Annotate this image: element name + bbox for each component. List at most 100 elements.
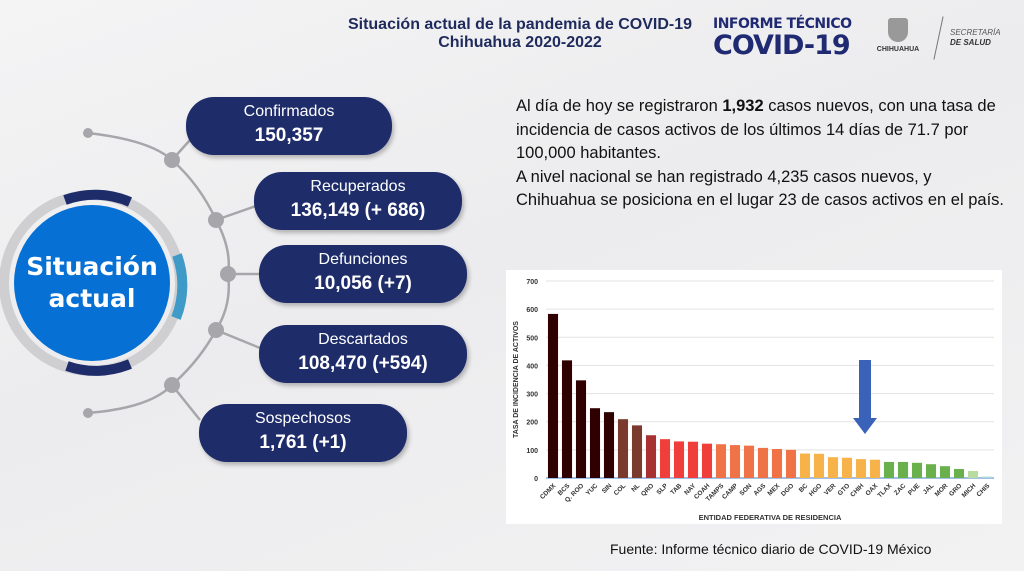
secretaria-line-1: SECRETARÍA (950, 28, 1001, 37)
bar-gro (953, 468, 965, 478)
bar-ags (757, 447, 769, 478)
stat-recuperados: Recuperados 136,149 (+ 686) (254, 172, 462, 230)
x-tick-label: MOR (934, 482, 950, 498)
report-title: Situación actual de la pandemia de COVID… (330, 16, 710, 52)
bar-yuc (589, 408, 601, 478)
x-tick-label: QRO (640, 482, 655, 497)
summary-line-1: Al día de hoy se registraron 1,932 casos… (516, 95, 1006, 166)
bar-tlax (883, 461, 895, 478)
title-line-2: Chihuahua 2020-2022 (438, 34, 602, 51)
bar-sin (603, 412, 615, 478)
stat-defunciones: Defunciones 10,056 (+7) (259, 245, 467, 303)
new-cases-count: 1,932 (722, 97, 764, 115)
secretaria-line-2: DE SALUD (950, 38, 991, 47)
x-tick-label: NL (630, 482, 641, 493)
y-tick-label: 100 (526, 448, 538, 455)
center-line-2: actual (48, 284, 136, 313)
y-tick-label: 300 (526, 392, 538, 399)
informe-logo: INFORME TÉCNICO COVID-19 (713, 16, 852, 60)
bar-pue (911, 462, 923, 478)
x-tick-label: MEX (766, 482, 781, 497)
stat-label: Confirmados (243, 103, 335, 120)
y-tick-label: 700 (526, 279, 538, 286)
x-tick-label: TAB (669, 482, 683, 496)
y-tick-label: 400 (526, 363, 538, 370)
title-line-1: Situación actual de la pandemia de COVID… (347, 16, 693, 33)
stat-value: 108,470 (+594) (298, 353, 428, 374)
bar-hgo (813, 453, 825, 478)
x-tick-label: YUC (585, 482, 600, 497)
x-tick-label: GTO (837, 482, 852, 497)
bar-mich (967, 470, 979, 478)
x-axis-label: ENTIDAD FEDERATIVA DE RESIDENCIA (699, 513, 842, 522)
bar-gto (841, 457, 853, 478)
stat-sospechosos: Sospechosos 1,761 (+1) (199, 404, 407, 462)
bar-qro (645, 435, 657, 478)
bar-cdmx (547, 313, 559, 478)
bar-qroo (575, 380, 587, 478)
x-tick-label: HGO (808, 482, 823, 497)
bar-slp (659, 439, 671, 478)
chihuahua-logo: CHIHUAHUA (868, 18, 928, 53)
stat-label: Defunciones (318, 251, 408, 268)
x-tick-label: TLAX (876, 482, 893, 499)
x-tick-label: CAMP (721, 482, 740, 501)
bar-bc (799, 453, 811, 478)
x-tick-label: MICH (961, 482, 978, 499)
stat-label: Recuperados (310, 178, 406, 195)
bar-coah (701, 443, 713, 478)
x-tick-label: CHIH (849, 482, 865, 498)
logo-divider (933, 16, 944, 60)
stat-label: Descartados (318, 331, 408, 348)
secretaria-logo: SECRETARÍA DE SALUD (950, 28, 1001, 48)
stat-descartados: Descartados 108,470 (+594) (259, 325, 467, 383)
bar-tamps (715, 444, 727, 478)
y-axis-label: TASA DE INCIDENCIA DE ACTIVOS (513, 321, 520, 438)
summary-text: casos nuevos, con una tasa de incidencia… (516, 97, 996, 162)
x-tick-label: SIN (601, 482, 614, 495)
summary-paragraph: Al día de hoy se registraron 1,932 casos… (516, 95, 1006, 213)
bar-nl (631, 425, 643, 478)
bar-tab (673, 441, 685, 478)
x-tick-label: BC (798, 482, 810, 494)
bar-jal (925, 464, 937, 478)
incidence-chart: 0 100 200 300 400 500 600 700 CDMX BCS Q. ROO YUC SI… (506, 270, 1002, 524)
y-tick-label: 500 (526, 335, 538, 342)
informe-line-1: INFORME TÉCNICO (713, 16, 852, 32)
source-footer: Fuente: Informe técnico diario de COVID-… (610, 541, 932, 557)
stat-value: 10,056 (+7) (314, 273, 412, 294)
x-tick-label: CHIS (975, 482, 991, 498)
x-tick-label: AGS (752, 482, 767, 497)
x-tick-label: SON (738, 482, 753, 497)
connector-diagram (0, 128, 261, 421)
bar-nay (687, 441, 699, 478)
stat-label: Sospechosos (254, 410, 352, 427)
down-arrow-icon (853, 360, 877, 434)
x-tick-label: SLP (656, 482, 670, 496)
bar-mex (771, 449, 783, 478)
bar-son (743, 445, 755, 478)
stat-confirmados: Confirmados 150,357 (186, 97, 392, 155)
x-tick-label: VER (823, 482, 838, 497)
situacion-actual-circle: Situación actual (14, 205, 170, 361)
bar-mor (939, 466, 951, 478)
bar-ver (827, 457, 839, 478)
bar-col (617, 419, 629, 478)
x-tick-label: CDMX (539, 482, 558, 501)
bar-dgo (785, 449, 797, 478)
y-tick-label: 600 (526, 307, 538, 314)
shield-icon (888, 18, 908, 42)
bar-bcs (561, 360, 573, 478)
bar-zac (897, 461, 909, 478)
center-line-1: Situación (26, 252, 158, 281)
stat-value: 136,149 (+ 686) (290, 200, 426, 221)
summary-text: Al día de hoy se registraron (516, 97, 723, 115)
bar-oax (869, 459, 881, 478)
y-tick-label: 0 (534, 476, 538, 483)
summary-line-2: A nivel nacional se han registrado 4,235… (516, 167, 1004, 210)
y-tick-label: 200 (526, 420, 538, 427)
state-label: CHIHUAHUA (876, 46, 920, 53)
bar-chih (855, 459, 867, 478)
stat-value: 1,761 (+1) (259, 432, 347, 453)
